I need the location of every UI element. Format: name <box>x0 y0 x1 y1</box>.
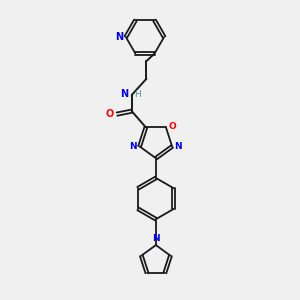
Text: N: N <box>120 89 128 99</box>
Text: O: O <box>106 109 114 119</box>
Text: N: N <box>152 234 160 243</box>
Text: N: N <box>129 142 137 151</box>
Text: N: N <box>175 142 182 151</box>
Text: N: N <box>115 32 123 42</box>
Text: O: O <box>168 122 176 131</box>
Text: H: H <box>134 90 141 99</box>
